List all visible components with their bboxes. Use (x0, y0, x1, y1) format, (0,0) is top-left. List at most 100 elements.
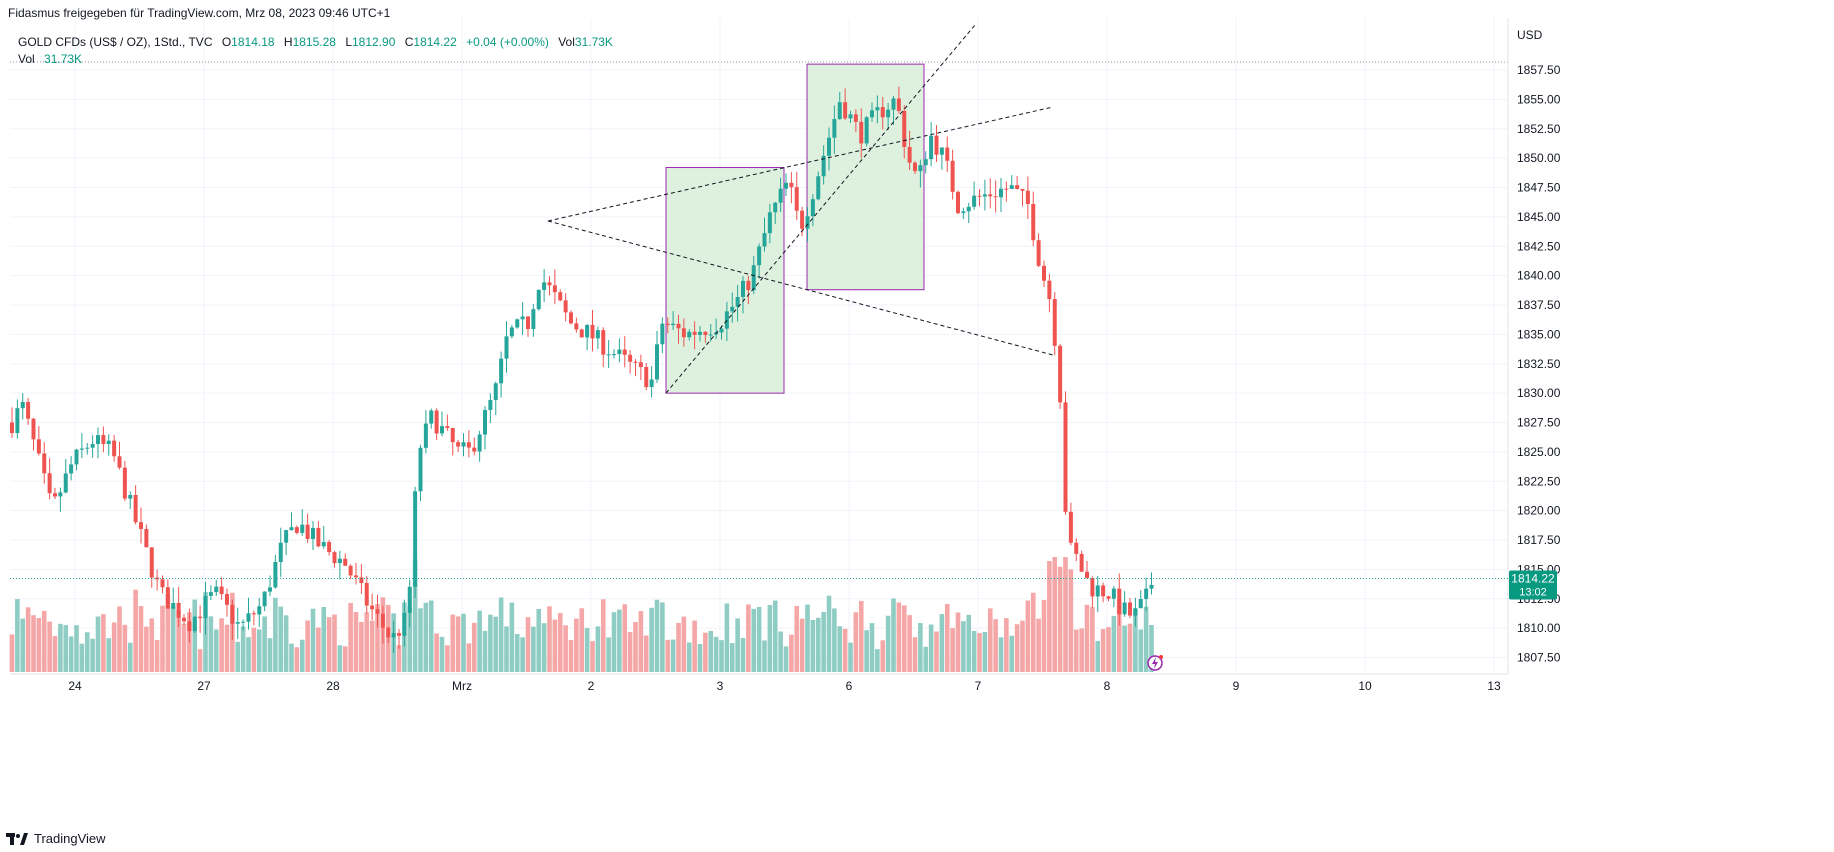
candle-body (515, 319, 520, 328)
volume-bar (923, 646, 929, 672)
volume-bar (369, 620, 375, 672)
annotation-lines[interactable] (547, 24, 1054, 394)
candle-body (536, 289, 541, 310)
candle-body (719, 328, 724, 333)
volume-bar (1068, 569, 1074, 672)
volume-bar (235, 641, 241, 672)
candle-body (160, 579, 165, 588)
volume-bar (1084, 604, 1090, 672)
candle-body (1015, 185, 1020, 189)
volume-bar (15, 599, 20, 672)
candle-body (644, 367, 649, 388)
volume-indicator-value: 31.73K (44, 52, 83, 66)
volume-bar (525, 617, 531, 672)
candle-body (375, 609, 380, 614)
candle-body (294, 527, 299, 533)
candle-body (547, 282, 552, 286)
brand-name: TradingView (34, 831, 106, 846)
volume-bar (826, 595, 832, 672)
candle-body (10, 422, 14, 434)
candle-body (757, 246, 762, 266)
candle-body (198, 616, 203, 619)
candle-body (1111, 588, 1116, 599)
time-tick-label: 28 (326, 679, 340, 693)
footer-brand[interactable]: TradingView (6, 831, 106, 846)
volume-bar (273, 597, 278, 672)
volume-bar (514, 633, 520, 672)
volume-bar (686, 642, 692, 672)
volume-bar (1041, 600, 1047, 672)
symbol-label[interactable]: GOLD CFDs (US$ / OZ), 1Std., TVC (18, 35, 213, 49)
volume-bar (262, 616, 267, 672)
volume-bar (90, 638, 95, 672)
candle-body (370, 605, 375, 610)
candle-body (956, 191, 960, 214)
time-axis[interactable]: 24 27 28 Mrz 2 3 6 7 8 9 10 13 (10, 673, 1508, 693)
volume-bar (375, 604, 380, 672)
volume-bar (439, 636, 445, 672)
volume-bar (633, 621, 638, 672)
time-tick-label: 27 (197, 679, 211, 693)
volume-bar (111, 622, 117, 672)
price-tick-label: 1852.50 (1517, 122, 1561, 136)
open-label: O (221, 35, 232, 49)
chart-grid (10, 18, 1508, 674)
candle-body (278, 542, 283, 562)
volume-bar (20, 618, 26, 672)
volume-bar (821, 611, 826, 672)
candle-body (708, 334, 713, 336)
candle-body (1106, 596, 1111, 599)
candle-body (1101, 585, 1106, 597)
volume-bar (434, 633, 439, 672)
price-axis[interactable]: 1857.50 1855.00 1852.50 1850.00 1847.50 1845.… (1507, 18, 1561, 674)
volume-bar (955, 612, 961, 672)
candle-body (1122, 602, 1127, 615)
volume-bar (708, 631, 714, 672)
candle-body (827, 137, 831, 156)
volume-bar (63, 625, 69, 672)
pattern-rectangle (806, 63, 925, 291)
price-tick-label: 1847.50 (1517, 181, 1561, 195)
candle-body (440, 426, 444, 434)
candle-body (182, 617, 186, 622)
candle-body (364, 582, 369, 606)
candle-body (321, 542, 326, 547)
time-tick-label: 3 (717, 679, 724, 693)
candle-body (703, 331, 708, 335)
volume-bar (466, 643, 472, 672)
high-label: H (283, 35, 293, 49)
candle-body (15, 408, 20, 434)
low-value: 1812.90 (352, 35, 396, 49)
candle-body (1079, 553, 1084, 572)
candle-body (784, 182, 788, 189)
volume-bar (541, 623, 547, 672)
volume-indicator-label[interactable]: Vol (18, 52, 35, 66)
volume-bar (864, 630, 869, 672)
candle-body (1133, 608, 1138, 616)
volume-bar (896, 602, 902, 672)
candle-body (1047, 280, 1052, 300)
candle-body (380, 613, 385, 628)
candle-body (504, 336, 509, 359)
candle-body (337, 558, 342, 564)
volume-bar (498, 597, 504, 672)
candle-body (402, 612, 407, 636)
candle-body (1085, 571, 1089, 579)
candle-body (961, 211, 966, 214)
volume-bar (901, 605, 907, 672)
candle-body (20, 401, 25, 409)
candle-body (638, 362, 643, 368)
volume-bar (875, 649, 880, 672)
candle-body (837, 102, 842, 120)
volume-bar (1020, 620, 1025, 672)
candle-body (880, 107, 885, 118)
volume-bar (396, 645, 402, 672)
price-tick-label: 1845.00 (1517, 210, 1561, 224)
price-tick-label: 1825.00 (1517, 445, 1561, 459)
volume-bar (332, 614, 337, 672)
candle-body (821, 155, 826, 177)
lightning-icon[interactable] (1147, 655, 1163, 671)
annotation-rectangles[interactable] (665, 63, 925, 394)
